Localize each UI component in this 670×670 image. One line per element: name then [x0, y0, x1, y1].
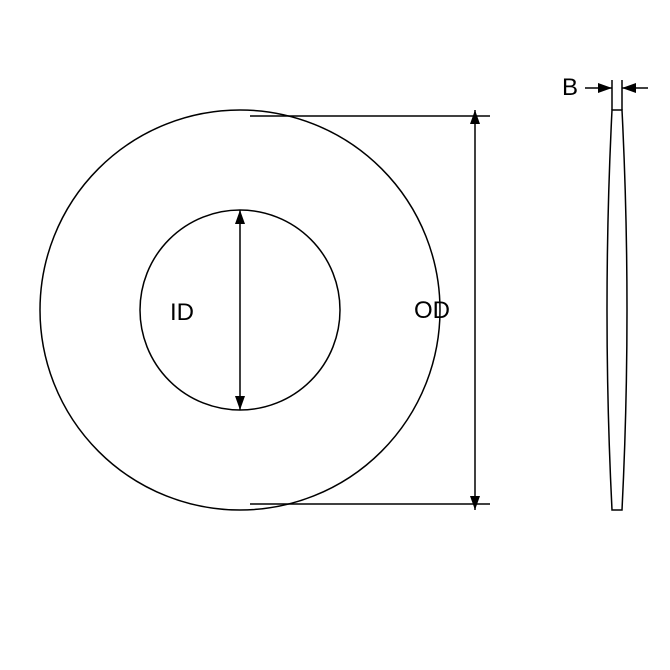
b-dimension: B — [562, 74, 648, 110]
id-dimension: ID — [170, 210, 245, 410]
washer-diagram: OD ID B — [0, 0, 670, 670]
id-label: ID — [170, 299, 194, 326]
od-label: OD — [414, 297, 450, 324]
washer-side-view — [607, 110, 627, 510]
b-label: B — [562, 74, 578, 101]
od-dimension: OD — [250, 110, 490, 510]
